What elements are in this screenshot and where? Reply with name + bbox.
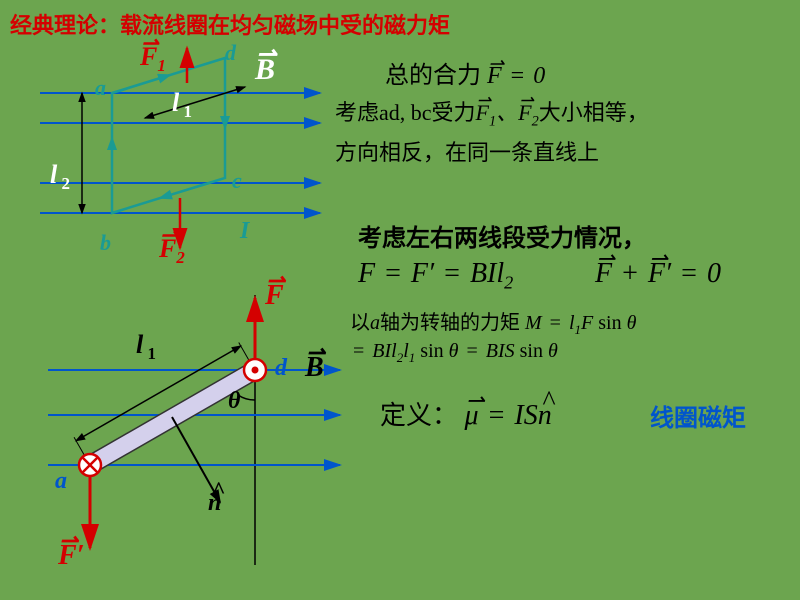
label-B-1: B [255, 53, 275, 87]
label-theta: θ [228, 388, 240, 415]
label-F2: F2 [159, 234, 185, 268]
label-a-1: a [95, 75, 106, 101]
label-d-1: d [225, 40, 236, 66]
text-moment-name: 线圈磁矩 [650, 398, 746, 433]
label-l2: l 2 [50, 160, 70, 194]
text-line2: 考虑ad, bc受力F1、F2大小相等， [335, 95, 649, 130]
text-moment-2: = BIl2l1 sin θ = BIS sin θ [350, 340, 558, 366]
label-b-1: b [100, 230, 111, 256]
page-title: 经典理论：载流线圈在均匀磁场中受的磁力矩 [10, 8, 450, 40]
label-l1-2: l 1 [136, 330, 156, 364]
text-line3: 方向相反，在同一条直线上 [335, 135, 599, 167]
eq-F-Fprime: F = F′ = BIl2 [358, 258, 513, 294]
label-F: F [265, 280, 284, 312]
text-resultant: 总的合力 F = 0 [385, 55, 545, 90]
eq-Fsum: F + F′ = 0 [595, 258, 721, 290]
diagram-2 [30, 290, 350, 580]
label-I: I [240, 218, 249, 245]
label-Fp: F′ [58, 540, 85, 572]
label-a-2: a [55, 468, 67, 495]
label-d-2: d [275, 355, 287, 382]
label-F1: F1 [140, 42, 166, 76]
label-c-1: c [232, 168, 242, 194]
text-definition: 定义： μ = ISn [380, 395, 552, 432]
text-moment-1: 以a轴为转轴的力矩 M = l1F sin θ [350, 306, 636, 338]
label-l1-1: l 1 [172, 88, 192, 122]
label-B-2: B [305, 352, 324, 384]
label-n: n [208, 490, 221, 517]
